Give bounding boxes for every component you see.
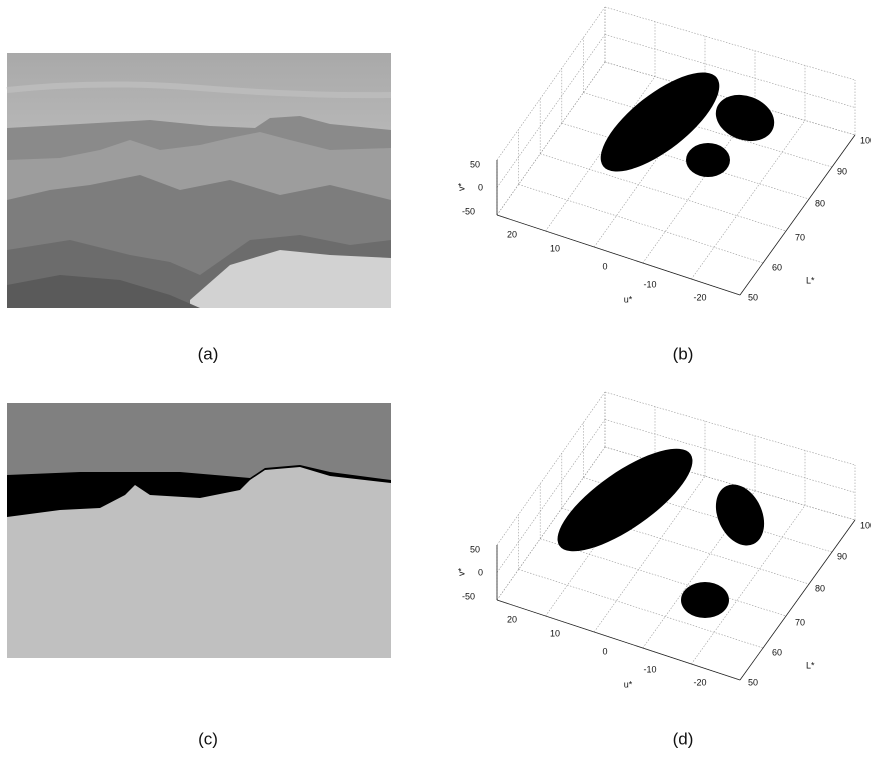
v-axis-label: v* bbox=[456, 568, 466, 577]
u-tick-label: -10 bbox=[643, 279, 656, 289]
l-tick-label: 90 bbox=[837, 551, 847, 561]
point-cluster bbox=[681, 582, 729, 618]
l-tick-label: 100 bbox=[860, 135, 871, 145]
l-tick-label: 80 bbox=[815, 583, 825, 593]
l-tick-label: 100 bbox=[860, 520, 871, 530]
u-tick-label: 10 bbox=[550, 628, 560, 638]
u-tick-label: -10 bbox=[643, 664, 656, 674]
axis-line bbox=[497, 7, 605, 160]
l-tick-label: 60 bbox=[772, 647, 782, 657]
u-tick-label: 20 bbox=[507, 614, 517, 624]
point-cluster bbox=[543, 431, 706, 569]
v-tick-label: 50 bbox=[470, 159, 480, 169]
axis-line bbox=[497, 35, 605, 188]
axis-line bbox=[740, 520, 855, 680]
l-tick-label: 70 bbox=[795, 617, 805, 627]
u-tick-label: 10 bbox=[550, 243, 560, 253]
u-axis-label: u* bbox=[624, 294, 633, 304]
l-tick-label: 70 bbox=[795, 232, 805, 242]
u-axis-label: u* bbox=[624, 679, 633, 689]
l-tick-label: 50 bbox=[748, 292, 758, 302]
u-tick-label: 0 bbox=[602, 261, 607, 271]
plots: 500-5020100-10-205060708090100v*u*L*500-… bbox=[456, 7, 871, 689]
axis-line bbox=[605, 7, 855, 80]
l-tick-label: 80 bbox=[815, 198, 825, 208]
l-axis-label: L* bbox=[806, 660, 815, 670]
u-tick-label: 0 bbox=[602, 646, 607, 656]
v-axis-label: v* bbox=[456, 183, 466, 192]
caption: (a) bbox=[198, 344, 219, 363]
v-tick-label: -50 bbox=[462, 206, 475, 216]
photo bbox=[7, 53, 391, 308]
axis-line bbox=[497, 215, 740, 295]
axis-line bbox=[740, 135, 855, 295]
l-tick-label: 90 bbox=[837, 166, 847, 176]
figure: 500-5020100-10-205060708090100v*u*L*500-… bbox=[0, 0, 871, 755]
caption: (b) bbox=[673, 344, 694, 363]
caption: (d) bbox=[673, 729, 694, 748]
u-tick-label: -20 bbox=[693, 677, 706, 687]
axis-line bbox=[497, 62, 605, 215]
segmentation bbox=[7, 403, 391, 658]
u-tick-label: 20 bbox=[507, 229, 517, 239]
l-tick-label: 60 bbox=[772, 262, 782, 272]
v-tick-label: 0 bbox=[478, 567, 483, 577]
axis-line bbox=[605, 392, 855, 465]
v-tick-label: -50 bbox=[462, 591, 475, 601]
v-tick-label: 50 bbox=[470, 544, 480, 554]
point-cluster bbox=[707, 477, 774, 554]
v-tick-label: 0 bbox=[478, 182, 483, 192]
l-axis-label: L* bbox=[806, 275, 815, 285]
u-tick-label: -20 bbox=[693, 292, 706, 302]
axis-line bbox=[540, 154, 786, 231]
l-tick-label: 50 bbox=[748, 677, 758, 687]
caption: (c) bbox=[198, 729, 218, 748]
point-cluster bbox=[686, 143, 730, 177]
point-cluster bbox=[709, 87, 780, 149]
